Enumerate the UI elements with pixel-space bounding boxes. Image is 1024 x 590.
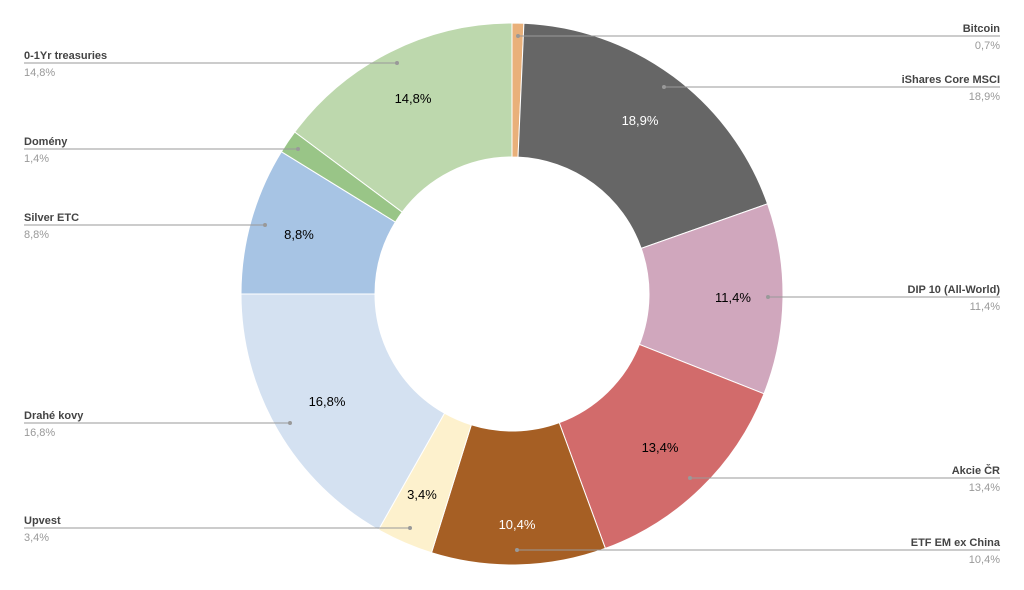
- slice-data-label: 3,4%: [407, 487, 437, 502]
- slice-name-label: Silver ETC: [24, 212, 79, 224]
- slice-percent-label: 1,4%: [24, 153, 49, 165]
- slice-data-label: 11,4%: [715, 290, 751, 305]
- leader-dot: [263, 223, 267, 227]
- leader-dot: [515, 548, 519, 552]
- leader-dot: [516, 34, 520, 38]
- leader-dot: [395, 61, 399, 65]
- slice-percent-label: 0,7%: [975, 40, 1000, 52]
- slice-data-label: 13,4%: [642, 440, 679, 455]
- leader-dot: [766, 295, 770, 299]
- slice-akcie-r: [558, 343, 765, 550]
- slice-name-label: Upvest: [24, 515, 61, 527]
- slice-percent-label: 10,4%: [969, 554, 1000, 566]
- slice-name-label: DIP 10 (All-World): [908, 284, 1001, 296]
- slice-data-label: 18,9%: [622, 113, 659, 128]
- slice-name-label: Domény: [24, 136, 68, 148]
- slice-data-label: 10,4%: [499, 517, 536, 532]
- slice-data-label: 16,8%: [309, 394, 346, 409]
- slice-0-1yr-treasuries: [294, 22, 513, 213]
- slice-percent-label: 8,8%: [24, 229, 49, 241]
- leader-dot: [662, 85, 666, 89]
- slice-percent-label: 13,4%: [969, 482, 1000, 494]
- slice-data-label: 14,8%: [395, 91, 432, 106]
- slices: [240, 22, 784, 566]
- slice-percent-label: 11,4%: [970, 301, 1001, 313]
- slice-percent-label: 3,4%: [24, 532, 49, 544]
- slice-percent-label: 14,8%: [24, 67, 55, 79]
- slice-name-label: 0-1Yr treasuries: [24, 50, 107, 62]
- slice-name-label: Akcie ČR: [952, 464, 1000, 477]
- slice-data-label: 8,8%: [284, 227, 314, 242]
- slice-name-label: iShares Core MSCI: [902, 74, 1000, 86]
- slice-percent-label: 16,8%: [24, 427, 55, 439]
- slice-ishares-core-msci: [517, 22, 769, 250]
- slice-name-label: ETF EM ex China: [911, 537, 1001, 549]
- slice-percent-label: 18,9%: [969, 91, 1000, 103]
- slice-name-label: Bitcoin: [963, 23, 1001, 35]
- labels: Bitcoin 0,7% iShares Core MSCI 18,9% 18,9% DI…: [24, 23, 1001, 566]
- leader-dot: [296, 147, 300, 151]
- leader-dot: [288, 421, 292, 425]
- slice-name-label: Drahé kovy: [24, 410, 84, 422]
- leader-dot: [408, 526, 412, 530]
- leader-dot: [688, 476, 692, 480]
- slice-drah-kovy: [240, 293, 446, 531]
